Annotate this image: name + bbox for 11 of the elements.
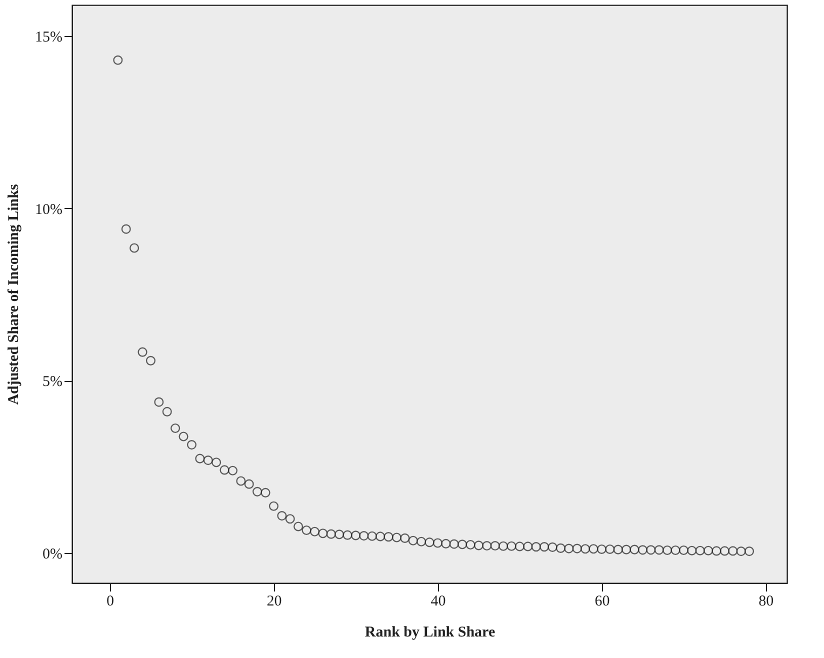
y-tick-label: 5% xyxy=(42,374,62,390)
x-tick-label: 80 xyxy=(758,594,774,610)
y-tick-label: 0% xyxy=(42,546,62,563)
x-tick-label: 60 xyxy=(594,594,610,610)
x-tick-label: 0 xyxy=(106,594,114,610)
x-tick-label: 20 xyxy=(266,594,282,610)
x-tick-label: 40 xyxy=(430,594,446,610)
y-axis-title: Adjusted Share of Incoming Links xyxy=(6,184,22,405)
x-axis-title: Rank by Link Share xyxy=(364,624,496,640)
y-tick-label: 10% xyxy=(35,202,62,218)
y-tick-label: 15% xyxy=(35,30,62,46)
